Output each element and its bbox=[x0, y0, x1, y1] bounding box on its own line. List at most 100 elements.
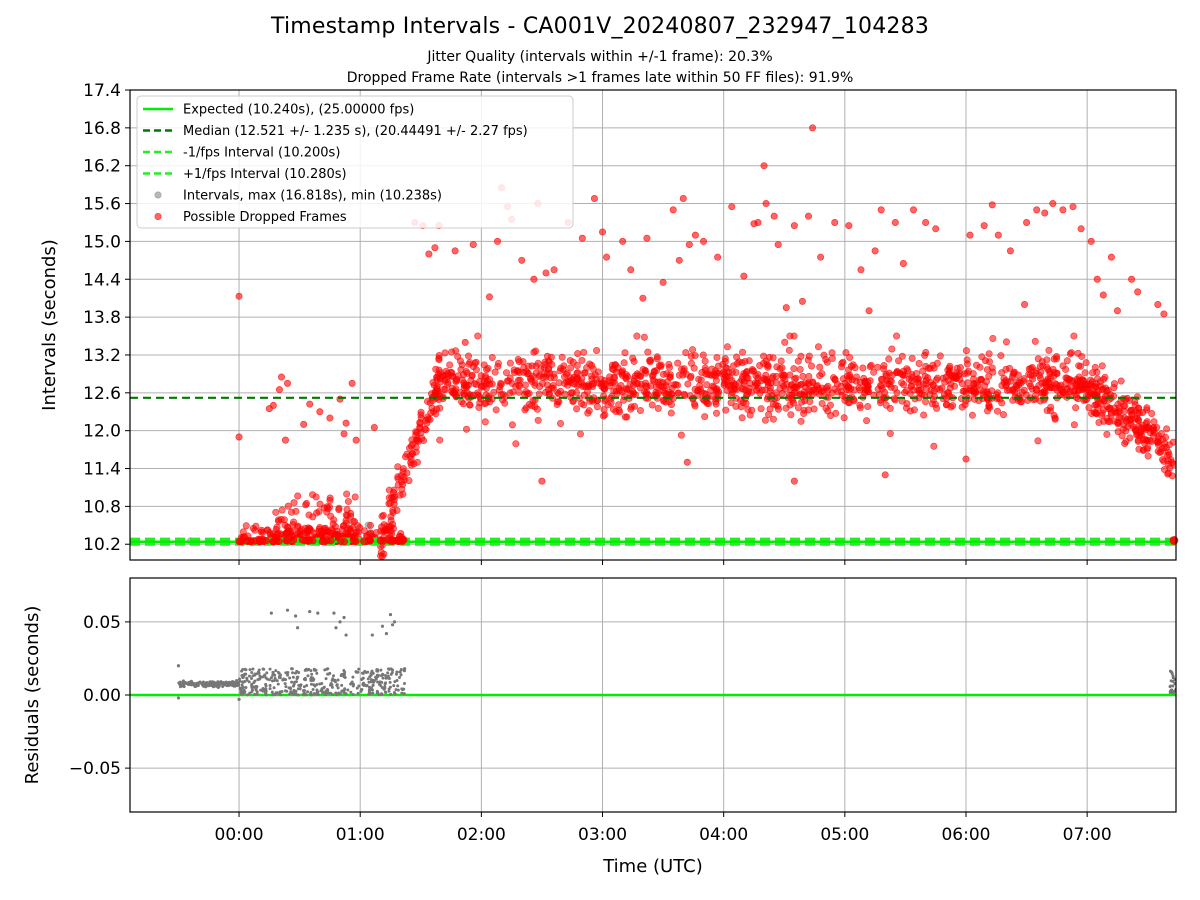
residual-point bbox=[1171, 684, 1175, 688]
dropped-frame-point bbox=[1059, 206, 1067, 214]
dropped-frame-point bbox=[773, 363, 781, 371]
dropped-frame-point bbox=[1114, 420, 1122, 428]
bottom-y-axis-label: Residuals (seconds) bbox=[22, 606, 43, 785]
dropped-frame-point bbox=[732, 402, 740, 410]
dropped-frame-point bbox=[360, 537, 368, 545]
dropped-frame-point bbox=[1134, 437, 1142, 445]
dropped-frame-point bbox=[831, 218, 839, 226]
residual-point bbox=[361, 672, 365, 676]
dropped-frame-point bbox=[1143, 445, 1151, 453]
residual-point bbox=[284, 678, 288, 682]
residual-point bbox=[332, 674, 336, 678]
dropped-frame-point bbox=[281, 436, 289, 444]
residual-point bbox=[280, 689, 284, 693]
dropped-frame-point bbox=[748, 388, 756, 396]
dropped-frame-point bbox=[790, 222, 798, 230]
residual-point bbox=[366, 670, 370, 674]
dropped-frame-point bbox=[864, 403, 872, 411]
residual-point bbox=[329, 682, 333, 686]
residual-point bbox=[344, 633, 348, 637]
dropped-frame-point bbox=[774, 405, 782, 413]
residual-point bbox=[312, 692, 316, 696]
dropped-frame-point bbox=[370, 424, 378, 432]
dropped-frame-point bbox=[798, 297, 806, 305]
dropped-frame-point bbox=[654, 404, 662, 412]
residual-point bbox=[376, 680, 380, 684]
dropped-frame-point bbox=[766, 384, 774, 392]
dropped-frame-point bbox=[674, 389, 682, 397]
dropped-frame-point bbox=[765, 411, 773, 419]
dropped-frame-point bbox=[764, 363, 772, 371]
dropped-frame-point bbox=[521, 406, 529, 414]
dropped-frame-point bbox=[242, 522, 250, 530]
residual-point bbox=[189, 681, 193, 685]
top-y-axis-label: Intervals (seconds) bbox=[39, 239, 60, 411]
residual-point bbox=[297, 683, 301, 687]
dropped-frame-point bbox=[1020, 386, 1028, 394]
dropped-frame-point bbox=[1052, 381, 1060, 389]
dropped-frame-point bbox=[394, 463, 402, 471]
dropped-frame-point bbox=[643, 234, 651, 242]
dropped-frame-point bbox=[309, 536, 317, 545]
dropped-frame-point bbox=[401, 453, 409, 461]
residual-point bbox=[273, 693, 277, 697]
residual-point bbox=[335, 683, 339, 687]
dropped-frame-point bbox=[798, 398, 806, 406]
top-y-tick-label: 12.6 bbox=[83, 384, 121, 404]
residual-point bbox=[392, 691, 396, 695]
dropped-frame-point bbox=[640, 333, 648, 341]
residual-point bbox=[271, 670, 275, 674]
residual-point bbox=[265, 671, 269, 675]
dropped-frame-point bbox=[435, 356, 443, 364]
dropped-frame-point bbox=[782, 304, 790, 312]
dropped-frame-point bbox=[633, 332, 641, 340]
dropped-frame-point bbox=[932, 225, 940, 233]
dropped-frame-point bbox=[318, 537, 327, 546]
dropped-frame-point bbox=[284, 379, 292, 387]
dropped-frame-point bbox=[659, 278, 667, 286]
dropped-frame-point bbox=[757, 405, 765, 413]
dropped-frame-point bbox=[659, 383, 667, 391]
dropped-frame-point bbox=[621, 349, 629, 357]
residual-point bbox=[341, 689, 345, 693]
dropped-frame-point bbox=[316, 408, 324, 416]
dropped-frame-point bbox=[342, 419, 350, 427]
dropped-frame-point bbox=[1002, 338, 1010, 346]
dropped-frame-point bbox=[1143, 406, 1151, 414]
dropped-frame-point bbox=[670, 381, 678, 389]
dropped-frame-point bbox=[754, 218, 762, 226]
x-tick-label: 00:00 bbox=[215, 825, 264, 845]
dropped-frame-point bbox=[881, 471, 889, 479]
dropped-frame-point bbox=[861, 378, 869, 386]
dropped-frame-point bbox=[326, 494, 334, 502]
dropped-frame-point bbox=[495, 386, 503, 394]
dropped-frame-point bbox=[520, 368, 528, 376]
residual-point bbox=[254, 685, 258, 689]
dropped-frame-point bbox=[1077, 225, 1085, 233]
dropped-frame-point bbox=[475, 403, 483, 411]
dropped-frame-point bbox=[999, 411, 1007, 419]
dropped-frame-point bbox=[853, 373, 861, 381]
dropped-frame-point bbox=[828, 354, 836, 362]
residual-point bbox=[212, 681, 216, 685]
dropped-frame-point bbox=[945, 364, 953, 372]
residual-point bbox=[241, 685, 245, 689]
dropped-frame-point bbox=[1018, 397, 1026, 405]
residual-point bbox=[359, 688, 363, 692]
dropped-frame-point bbox=[797, 390, 805, 398]
dropped-frame-point bbox=[566, 357, 574, 365]
residual-point bbox=[402, 692, 406, 696]
dropped-frame-point bbox=[687, 352, 695, 360]
dropped-frame-point bbox=[818, 370, 826, 378]
dropped-frame-point bbox=[742, 399, 750, 407]
dropped-frame-point bbox=[342, 511, 350, 519]
dropped-frame-point bbox=[985, 402, 993, 410]
residual-point bbox=[287, 686, 291, 690]
dropped-frame-point bbox=[857, 266, 865, 274]
dropped-frame-point bbox=[796, 365, 804, 373]
bottom-y-tick-label: 0.05 bbox=[83, 613, 121, 633]
dropped-frame-point bbox=[1066, 350, 1074, 358]
dropped-frame-point bbox=[650, 367, 658, 375]
dropped-frame-point bbox=[712, 376, 720, 384]
residual-point bbox=[309, 669, 313, 673]
